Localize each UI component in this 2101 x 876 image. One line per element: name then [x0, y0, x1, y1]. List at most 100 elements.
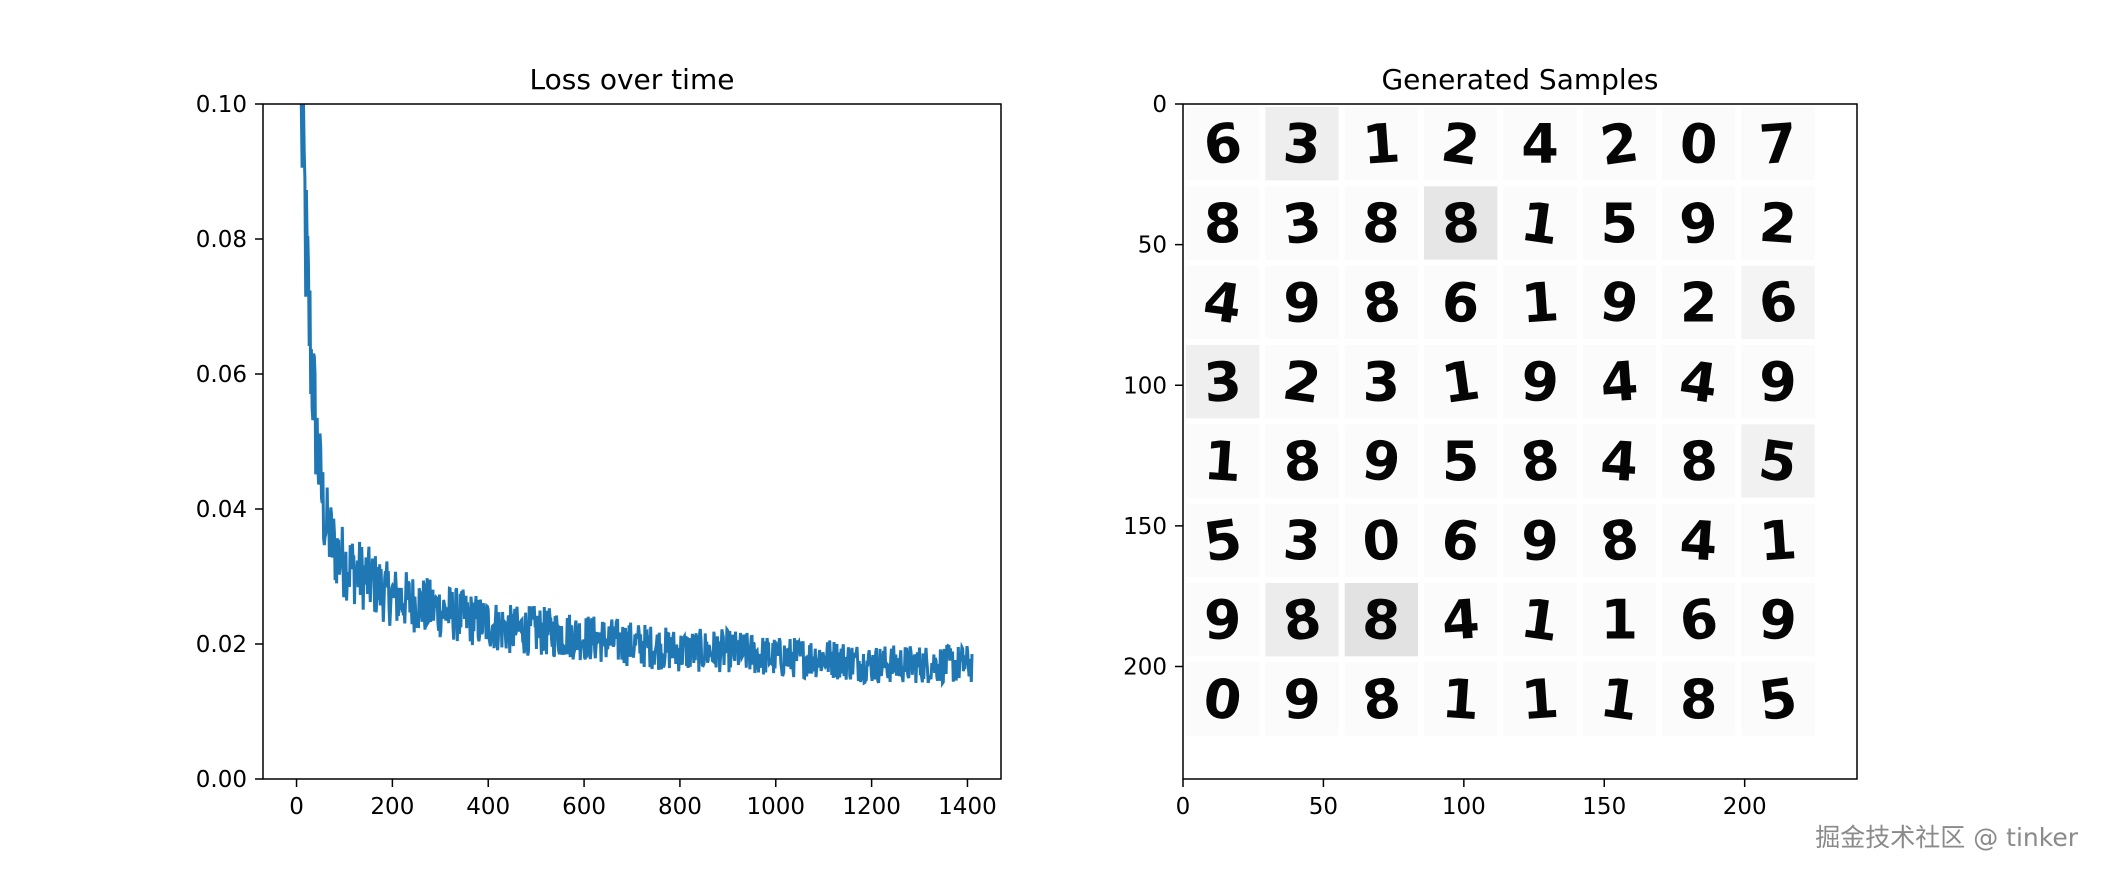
sample-cell	[1424, 583, 1498, 657]
sample-cell	[1741, 186, 1815, 260]
loss-y-tick-label: 0.00	[196, 767, 247, 793]
sample-cell	[1741, 583, 1815, 657]
loss-chart-title: Loss over time	[530, 63, 735, 96]
sample-digit: 3	[1281, 111, 1323, 176]
sample-cell	[1186, 265, 1260, 340]
loss-x-tick-label: 600	[562, 794, 606, 820]
sample-cell	[1265, 186, 1339, 260]
sample-cell	[1424, 503, 1498, 578]
sample-digit: 8	[1279, 586, 1325, 654]
samples-x-tick-label: 0	[1176, 794, 1191, 820]
sample-digit: 1	[1438, 348, 1484, 416]
sample-digit: 2	[1680, 271, 1718, 334]
sample-cell	[1424, 107, 1498, 181]
loss-x-tick-label: 1200	[842, 794, 901, 820]
sample-digit: 5	[1601, 192, 1639, 255]
sample-digit: 9	[1283, 668, 1321, 731]
sample-digit: 5	[1755, 666, 1801, 734]
samples-chart-axes-frame	[1182, 103, 1858, 780]
sample-digit: 1	[1440, 667, 1482, 732]
loss-x-tick-label: 200	[370, 794, 414, 820]
sample-digit: 4	[1440, 587, 1482, 652]
samples-x-tick-label: 100	[1442, 794, 1486, 820]
sample-digit: 4	[1678, 508, 1720, 573]
sample-cell	[1662, 503, 1736, 578]
sample-digit: 7	[1757, 111, 1799, 176]
sample-digit: 5	[1200, 507, 1246, 575]
sample-digit: 8	[1360, 191, 1402, 256]
sample-digit: 4	[1598, 349, 1640, 414]
sample-cell	[1186, 583, 1260, 657]
loss-x-tick-label: 400	[466, 794, 510, 820]
sample-digit: 4	[1676, 348, 1722, 416]
sample-cell	[1186, 345, 1260, 419]
sample-cell	[1186, 107, 1260, 181]
loss-y-ticks: 0.00 0.02 0.04 0.06 0.08 0.10	[196, 92, 263, 793]
sample-digit: 9	[1759, 351, 1797, 414]
sample-cell	[1741, 424, 1815, 498]
sample-digit: 1	[1519, 270, 1561, 335]
sample-digit: 9	[1676, 190, 1722, 258]
sample-cell	[1503, 107, 1577, 181]
sample-digit: 9	[1757, 587, 1799, 652]
sample-digit: 8	[1517, 428, 1563, 496]
sample-cell	[1344, 424, 1419, 498]
sample-digit: 8	[1281, 429, 1323, 494]
loss-x-tick-label: 1000	[746, 794, 805, 820]
loss-chart: Loss over time 0 200 400 600 800 1000 1200 1400…	[196, 63, 1002, 820]
sample-digit: 6	[1755, 269, 1801, 337]
sample-cell	[1741, 662, 1815, 736]
samples-y-ticks: 0 50 100 150 200	[1123, 92, 1183, 681]
sample-cell	[1662, 583, 1736, 657]
loss-series-line	[299, 103, 974, 689]
sample-cell	[1344, 503, 1419, 578]
sample-cell	[1265, 107, 1339, 181]
samples-x-tick-label: 150	[1582, 794, 1626, 820]
sample-cell	[1662, 265, 1736, 340]
sample-digit: 1	[1360, 111, 1402, 176]
sample-digit: 4	[1598, 429, 1640, 494]
sample-digit: 8	[1204, 192, 1242, 255]
sample-digit: 6	[1438, 507, 1484, 575]
sample-cell	[1265, 424, 1339, 498]
sample-cell	[1741, 265, 1815, 340]
samples-y-tick-label: 200	[1123, 655, 1167, 681]
sample-digit: 9	[1521, 509, 1559, 572]
sample-digit: 8	[1358, 269, 1404, 337]
sample-cell	[1265, 503, 1339, 578]
samples-chart: Generated Samples 6 3 1 2 4 2 0 78 3 8 8 1 5 9 24 9 8 6 1 9…	[1123, 63, 1858, 820]
sample-cell	[1424, 345, 1498, 419]
sample-digit: 2	[1438, 110, 1484, 178]
sample-digit: 4	[1200, 269, 1246, 337]
samples-chart-title: Generated Samples	[1381, 63, 1658, 96]
loss-y-tick-label: 0.04	[196, 497, 247, 523]
sample-digit: 6	[1200, 110, 1246, 178]
sample-cell	[1582, 186, 1657, 260]
sample-cell	[1662, 424, 1736, 498]
sample-cell	[1344, 345, 1419, 419]
sample-digit: 3	[1281, 508, 1323, 573]
sample-digit: 8	[1596, 507, 1642, 575]
sample-digit: 8	[1678, 429, 1720, 494]
sample-cell	[1503, 345, 1577, 419]
sample-digit: 8	[1360, 587, 1402, 652]
sample-cell	[1344, 107, 1419, 181]
sample-cell	[1662, 662, 1736, 736]
samples-x-tick-label: 50	[1309, 794, 1338, 820]
sample-cell	[1741, 107, 1815, 181]
sample-digit: 9	[1358, 428, 1404, 496]
sample-cell	[1582, 265, 1657, 340]
samples-y-tick-label: 100	[1123, 373, 1167, 399]
samples-x-tick-label: 200	[1723, 794, 1767, 820]
sample-digit: 6	[1440, 270, 1482, 335]
loss-x-tick-label: 0	[289, 794, 304, 820]
sample-cell	[1582, 107, 1657, 181]
sample-digit: 0	[1678, 111, 1720, 176]
sample-digit: 1	[1757, 508, 1799, 573]
sample-digit: 9	[1519, 349, 1561, 414]
sample-cell	[1741, 503, 1815, 578]
sample-digit: 1	[1519, 667, 1561, 732]
sample-cell	[1582, 662, 1657, 736]
loss-x-ticks: 0 200 400 600 800 1000 1200 1400	[289, 779, 997, 820]
sample-cell	[1503, 265, 1577, 340]
